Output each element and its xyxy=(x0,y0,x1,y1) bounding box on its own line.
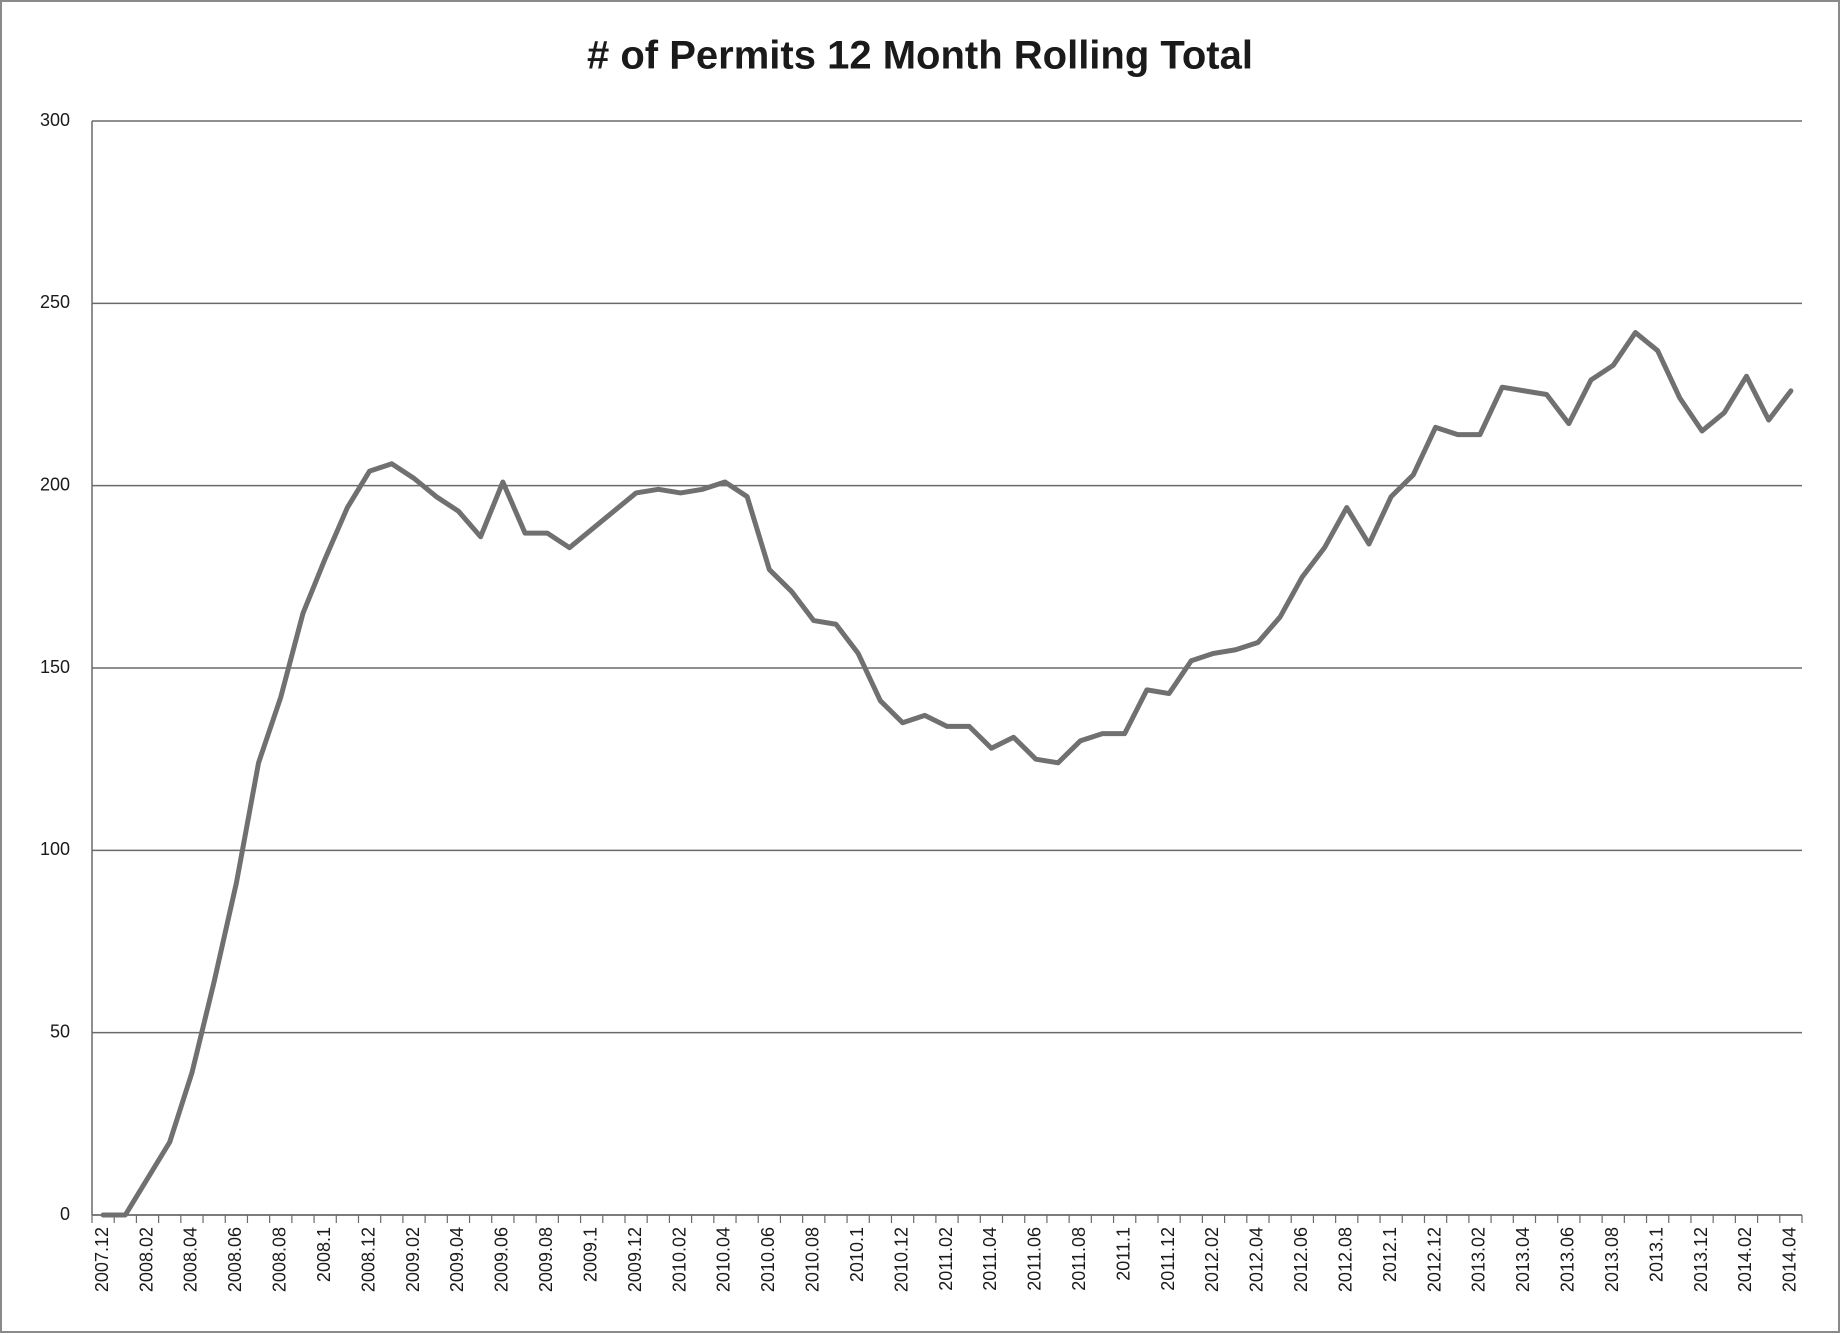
x-tick-label: 2009.06 xyxy=(492,1227,512,1292)
x-tick-label: 2008.04 xyxy=(181,1227,201,1292)
x-tick-label: 2013.1 xyxy=(1646,1227,1666,1282)
x-tick-label: 2008.08 xyxy=(270,1227,290,1292)
x-tick-label: 2012.06 xyxy=(1291,1227,1311,1292)
x-tick-label: 2011.06 xyxy=(1025,1227,1045,1291)
x-tick-label: 2009.08 xyxy=(536,1227,556,1292)
y-tick-label: 50 xyxy=(50,1021,70,1041)
x-tick-label: 2014.02 xyxy=(1735,1227,1755,1292)
x-tick-label: 2008.02 xyxy=(136,1227,156,1292)
x-tick-label: 2010.04 xyxy=(714,1227,734,1292)
x-tick-label: 2012.1 xyxy=(1380,1227,1400,1282)
x-tick-label: 2010.06 xyxy=(758,1227,778,1292)
x-tick-label: 2013.08 xyxy=(1602,1227,1622,1292)
y-tick-label: 200 xyxy=(40,474,70,494)
x-tick-label: 2012.08 xyxy=(1335,1227,1355,1292)
data-line xyxy=(100,330,1794,1218)
x-tick-label: 2009.1 xyxy=(580,1227,600,1282)
x-tick-label: 2010.1 xyxy=(847,1227,867,1282)
x-tick-label: 2008.12 xyxy=(358,1227,378,1292)
x-tick-label: 2011.08 xyxy=(1069,1227,1089,1291)
x-tick-label: 2013.06 xyxy=(1558,1227,1578,1292)
x-tick-label: 2010.08 xyxy=(803,1227,823,1292)
x-tick-label: 2010.12 xyxy=(891,1227,911,1292)
x-tick-label: 2007.12 xyxy=(92,1227,112,1292)
chart-title: # of Permits 12 Month Rolling Total xyxy=(587,34,1253,78)
x-tick-label: 2008.1 xyxy=(314,1227,334,1282)
x-tick-label: 2009.02 xyxy=(403,1227,423,1292)
x-tick-label: 2012.04 xyxy=(1247,1227,1267,1292)
x-tick-label: 2013.04 xyxy=(1513,1227,1533,1292)
x-tick-label: 2011.12 xyxy=(1158,1227,1178,1291)
x-tick-label: 2014.04 xyxy=(1780,1227,1800,1292)
x-tick-label: 2011.04 xyxy=(980,1227,1000,1291)
x-tick-label: 2012.12 xyxy=(1424,1227,1444,1292)
y-tick-label: 300 xyxy=(40,110,70,130)
x-tick-label: 2011.1 xyxy=(1113,1227,1133,1281)
x-tick-label: 2008.06 xyxy=(225,1227,245,1292)
y-tick-label: 0 xyxy=(60,1204,70,1224)
y-tick-label: 100 xyxy=(40,839,70,859)
x-tick-label: 2011.02 xyxy=(936,1227,956,1291)
x-tick-label: 2009.04 xyxy=(447,1227,467,1292)
x-tick-label: 2013.02 xyxy=(1469,1227,1489,1292)
y-tick-label: 250 xyxy=(40,292,70,312)
y-tick-label: 150 xyxy=(40,657,70,677)
x-tick-label: 2009.12 xyxy=(625,1227,645,1292)
x-tick-label: 2013.12 xyxy=(1691,1227,1711,1292)
x-tick-label: 2010.02 xyxy=(669,1227,689,1292)
x-tick-label: 2012.02 xyxy=(1202,1227,1222,1292)
